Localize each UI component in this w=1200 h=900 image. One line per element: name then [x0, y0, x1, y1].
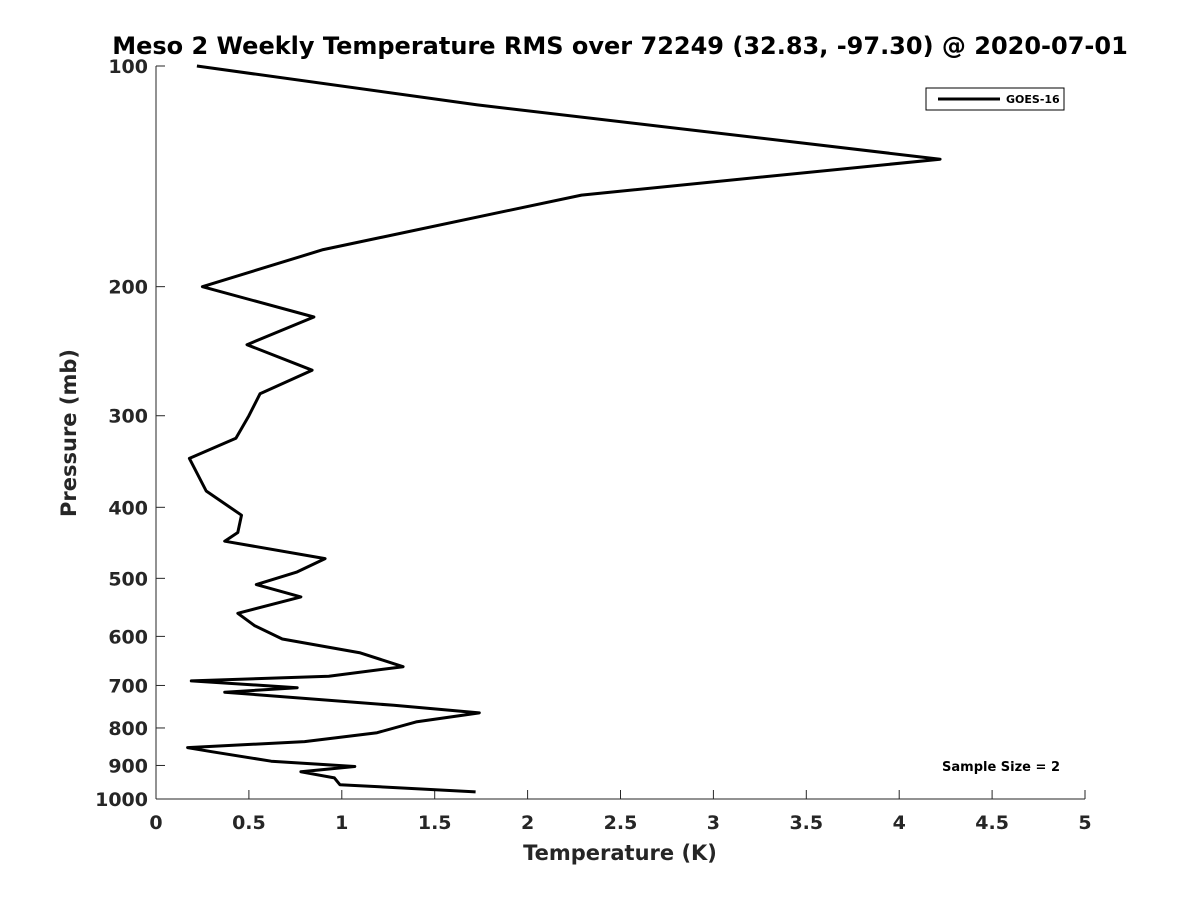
x-tick-label: 1 [335, 812, 348, 834]
y-tick-label: 700 [108, 675, 148, 697]
y-tick-label: 900 [108, 755, 148, 777]
x-axis-label: Temperature (K) [523, 841, 717, 865]
series-line-goes16 [186, 64, 942, 794]
x-tick-label: 5 [1078, 812, 1091, 834]
y-tick-label: 800 [108, 718, 148, 740]
x-tick-label: 0.5 [232, 812, 266, 834]
y-tick-label: 500 [108, 568, 148, 590]
y-tick-label: 600 [108, 626, 148, 648]
y-tick-label: 1000 [95, 789, 148, 811]
y-tick-label: 400 [108, 497, 148, 519]
x-tick-label: 0 [149, 812, 162, 834]
x-tick-label: 4.5 [975, 812, 1009, 834]
x-tick-label: 3 [707, 812, 720, 834]
x-tick-label: 2 [521, 812, 534, 834]
x-tick-label: 2.5 [604, 812, 638, 834]
x-ticks: 0 0.5 1 1.5 2 2.5 3 3.5 4 4.5 5 [149, 790, 1092, 834]
y-axis-label: Pressure (mb) [57, 349, 81, 517]
y-ticks: 100 200 300 400 500 600 700 800 900 1000 [95, 56, 165, 811]
x-tick-label: 3.5 [789, 812, 823, 834]
y-tick-label: 200 [108, 277, 148, 299]
y-tick-label: 100 [108, 56, 148, 78]
x-tick-label: 4 [893, 812, 906, 834]
sample-size-annotation: Sample Size = 2 [942, 760, 1060, 775]
legend: GOES-16 [925, 87, 1065, 111]
legend-label-goes16: GOES-16 [1006, 93, 1060, 106]
x-tick-label: 1.5 [418, 812, 452, 834]
chart-title: Meso 2 Weekly Temperature RMS over 72249… [112, 32, 1128, 60]
y-tick-label: 300 [108, 406, 148, 428]
